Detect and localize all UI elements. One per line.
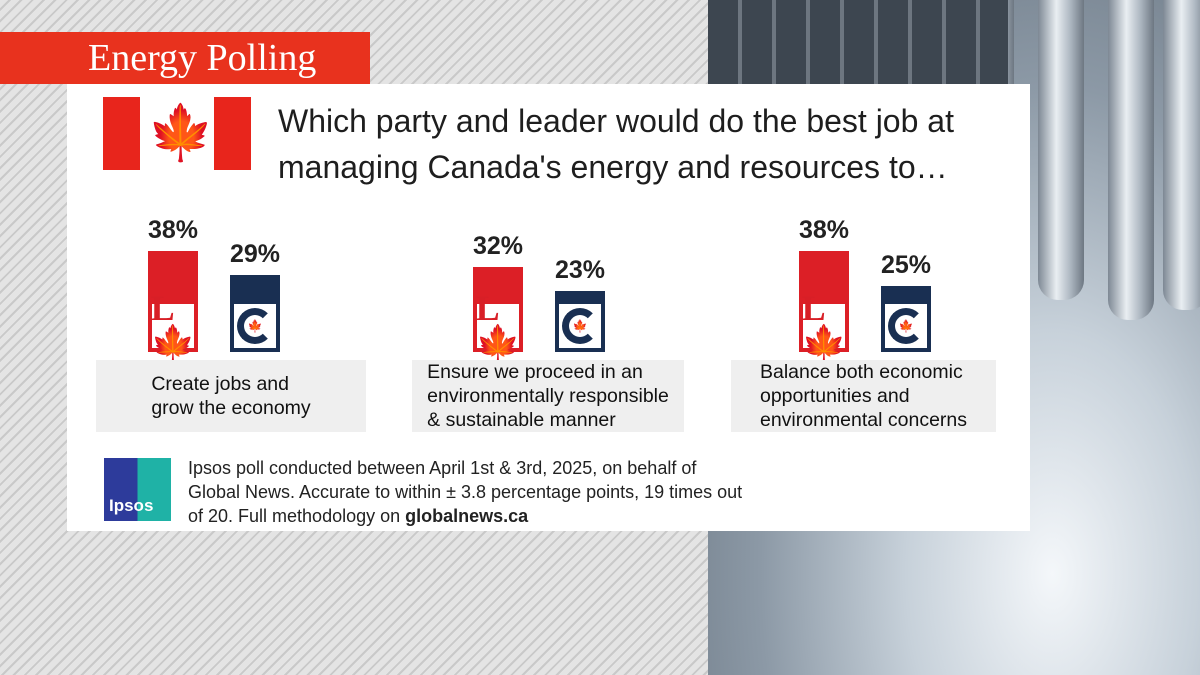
liberal-bar: L🍁 — [148, 250, 198, 364]
category-label: Balance both economic opportunities and … — [759, 361, 968, 431]
footnote-text: Ipsos poll conducted between April 1st &… — [188, 458, 743, 526]
liberal-party-logo-icon: L🍁 — [801, 287, 847, 364]
conservative-bar: 🍁 — [555, 290, 605, 352]
footnote: Ipsos poll conducted between April 1st &… — [188, 456, 748, 528]
globalnews-link[interactable]: globalnews.ca — [405, 506, 529, 526]
data-label: 32% — [472, 231, 524, 260]
category-label-box: Ensure we proceed in an environmentally … — [412, 360, 684, 432]
data-label: 25% — [880, 250, 932, 279]
background-building — [708, 0, 1008, 90]
data-label: 29% — [229, 239, 281, 268]
category-label: Ensure we proceed in an environmentally … — [427, 361, 669, 431]
conservative-party-logo-icon: 🍁 — [234, 303, 276, 348]
category-label-box: Balance both economic opportunities and … — [731, 360, 996, 432]
data-label: 38% — [798, 215, 850, 244]
ipsos-logo: Ipsos — [104, 458, 171, 521]
category-label-box: Create jobs and grow the economy — [96, 360, 366, 432]
liberal-bar: L🍁 — [473, 266, 523, 364]
conservative-bar: 🍁 — [881, 285, 931, 352]
data-label: 23% — [554, 255, 606, 284]
data-label: 38% — [147, 215, 199, 244]
liberal-bar: L🍁 — [799, 250, 849, 364]
liberal-party-logo-icon: L🍁 — [475, 287, 521, 364]
conservative-bar: 🍁 — [230, 274, 280, 352]
chart-title: Which party and leader would do the best… — [278, 103, 954, 185]
canada-flag-icon: 🍁 — [103, 97, 251, 170]
liberal-party-logo-icon: L🍁 — [150, 287, 196, 364]
conservative-party-logo-icon: 🍁 — [885, 304, 927, 348]
section-banner: Energy Polling — [0, 32, 370, 84]
conservative-party-logo-icon: 🍁 — [559, 303, 601, 348]
category-label: Create jobs and grow the economy — [151, 373, 311, 419]
